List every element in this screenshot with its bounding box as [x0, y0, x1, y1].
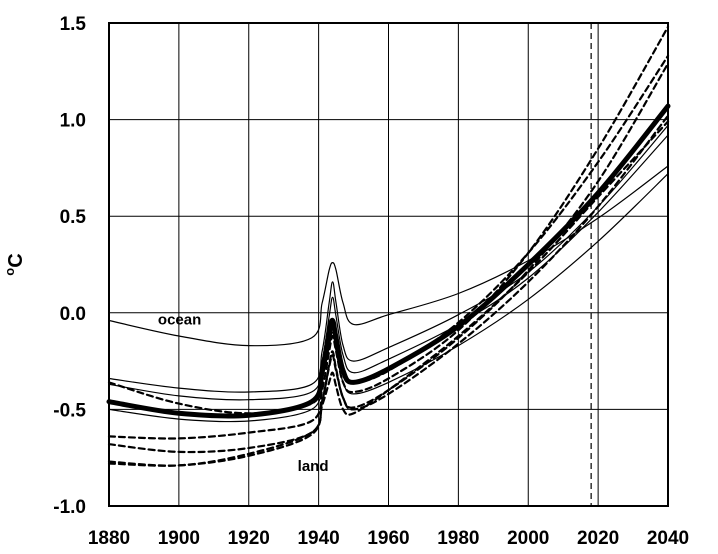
y-tick-label: 0.0 [60, 304, 86, 325]
series-line-dashed [107, 114, 670, 467]
series-group [106, 25, 671, 467]
series-line-dashed [107, 120, 670, 467]
annotations: ocean land [158, 311, 329, 475]
y-tick-label: -0.5 [53, 400, 86, 421]
plot-frame [108, 22, 669, 507]
y-tick-label: 1.5 [60, 14, 87, 35]
series-line-dashed [107, 25, 670, 440]
y-tick-label: 0.5 [60, 207, 87, 228]
y-axis-label-unit: C [5, 253, 27, 267]
x-tick-label: 1900 [158, 528, 200, 549]
series-line-dashed [107, 54, 670, 415]
x-tick-label: 2000 [507, 528, 549, 549]
x-tick-label: 1880 [88, 528, 130, 549]
annotation-ocean: ocean [158, 311, 201, 328]
x-tick-label: 1980 [437, 528, 479, 549]
x-tick-label: 2020 [577, 528, 619, 549]
y-tick-label: 1.0 [60, 111, 86, 132]
y-tick-label: -1.0 [53, 497, 86, 518]
x-tick-label: 1920 [228, 528, 270, 549]
y-axis-label: oC [2, 253, 27, 275]
series-line-thin [108, 134, 669, 401]
y-axis-label-degree: o [2, 268, 17, 276]
x-tick-label: 1960 [367, 528, 409, 549]
annotation-land: land [298, 458, 329, 475]
y-tick-labels: 1.5 1.0 0.5 0.0 -0.5 -1.0 [53, 14, 86, 518]
x-tick-label: 2040 [647, 528, 689, 549]
x-tick-labels: 1880 1900 1920 1940 1960 1980 2000 2020 2040 [88, 528, 689, 549]
grid-lines [108, 22, 669, 507]
x-tick-label: 1940 [297, 528, 339, 549]
series-line-thin [108, 165, 669, 347]
